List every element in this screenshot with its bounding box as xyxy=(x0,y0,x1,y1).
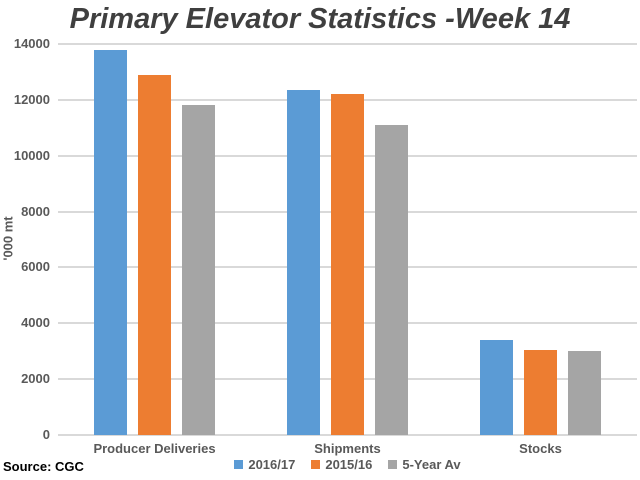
bar-2015/16-Producer Deliveries xyxy=(138,74,171,435)
source-note: Source: CGC xyxy=(3,459,84,474)
y-tick-label: 14000 xyxy=(13,36,50,51)
bar-2016/17-Stocks xyxy=(480,340,513,435)
chart-title: Primary Elevator Statistics -Week 14 xyxy=(69,3,571,35)
legend-swatch-icon xyxy=(388,460,398,469)
x-category-label: Stocks xyxy=(519,441,562,456)
y-tick-label: 0 xyxy=(42,427,50,442)
x-category-label: Shipments xyxy=(314,441,381,456)
legend-item-5-Year Av: 5-Year Av xyxy=(388,457,461,472)
legend-swatch-icon xyxy=(311,460,321,469)
x-category-label: Producer Deliveries xyxy=(93,441,216,456)
legend-label: 2015/16 xyxy=(325,457,373,472)
bar-2015/16-Stocks xyxy=(524,349,557,435)
y-tick-label: 12000 xyxy=(13,91,50,107)
x-axis-line xyxy=(58,434,637,436)
legend-label: 5-Year Av xyxy=(402,457,461,472)
bar-2016/17-Shipments xyxy=(287,90,320,435)
y-tick-label: 8000 xyxy=(21,203,50,219)
bar-5-Year Av-Shipments xyxy=(375,124,408,435)
y-tick-label: 6000 xyxy=(21,259,50,275)
legend-label: 2016/17 xyxy=(248,457,296,472)
legend: 2016/17 2015/16 5-Year Av xyxy=(58,457,637,472)
legend-swatch-icon xyxy=(234,460,244,469)
gridline xyxy=(58,43,637,45)
bar-5-Year Av-Stocks xyxy=(568,351,601,435)
bar-5-Year Av-Producer Deliveries xyxy=(182,105,215,435)
bar-2015/16-Shipments xyxy=(331,94,364,435)
legend-item-2015/16: 2015/16 xyxy=(311,457,372,472)
y-tick-label: 2000 xyxy=(21,371,50,387)
y-axis-title: '000 mt xyxy=(0,216,16,261)
y-tick-label: 4000 xyxy=(21,315,50,331)
bar-2016/17-Producer Deliveries xyxy=(94,49,127,435)
y-tick-label: 10000 xyxy=(13,147,50,163)
legend-item-2016/17: 2016/17 xyxy=(234,457,295,472)
